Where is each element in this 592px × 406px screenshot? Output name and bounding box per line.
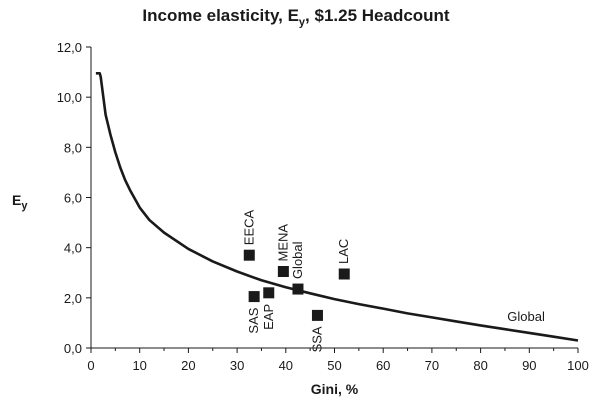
point-marker-ssa xyxy=(311,309,323,321)
line-label: Global xyxy=(507,309,545,324)
point-marker-sas xyxy=(248,291,260,303)
x-tick-label: 90 xyxy=(522,358,536,373)
point-marker-eeca xyxy=(243,249,255,261)
x-tick-label: 50 xyxy=(327,358,341,373)
point-marker-lac xyxy=(338,268,350,280)
point-label-ssa: SSA xyxy=(309,326,324,352)
point-label-lac: LAC xyxy=(336,239,351,264)
x-axis-title: Gini, % xyxy=(311,381,359,397)
y-tick-label: 0,0 xyxy=(64,341,82,356)
y-tick-label: 6,0 xyxy=(64,191,82,206)
y-tick-label: 2,0 xyxy=(64,291,82,306)
x-tick-label: 0 xyxy=(87,358,94,373)
point-marker-mena xyxy=(277,265,289,277)
y-axis-title: Ey xyxy=(12,192,28,212)
x-tick-label: 30 xyxy=(230,358,244,373)
chart-title: Income elasticity, Ey, $1.25 Headcount xyxy=(0,6,592,28)
x-tick-label: 80 xyxy=(473,358,487,373)
point-label-eeca: EECA xyxy=(241,209,256,245)
point-label-eap: EAP xyxy=(261,304,276,330)
points-layer xyxy=(243,249,350,321)
y-tick-label: 8,0 xyxy=(64,140,82,155)
axes: 0,0 2,0 4,0 6,0 8,0 10,0 12,0 0 10 20 30 40 50 60 70 80… xyxy=(12,40,589,397)
x-tick-label: 100 xyxy=(567,358,589,373)
title-rest: , $1.25 Headcount xyxy=(305,6,450,25)
y-tick-label: 4,0 xyxy=(64,241,82,256)
x-tick-label: 40 xyxy=(279,358,293,373)
x-tick-label: 20 xyxy=(181,358,195,373)
curve-layer xyxy=(95,72,579,342)
x-tick-label: 60 xyxy=(376,358,390,373)
y-axis-title-main: E xyxy=(12,192,21,208)
title-subscript: y xyxy=(298,16,306,29)
x-tick-label: 10 xyxy=(132,358,146,373)
point-marker-global xyxy=(292,283,304,295)
title-main: Income elasticity, E xyxy=(142,6,299,25)
y-tick-label: 10,0 xyxy=(57,90,82,105)
point-label-global: Global xyxy=(290,241,305,279)
x-tick-label: 70 xyxy=(425,358,439,373)
point-marker-eap xyxy=(263,287,275,299)
point-label-mena: MENA xyxy=(275,224,290,262)
point-label-sas: SAS xyxy=(246,307,261,333)
y-axis-title-subscript: y xyxy=(21,200,28,212)
y-tick-label: 12,0 xyxy=(57,40,82,55)
global-curve-line xyxy=(95,72,579,342)
